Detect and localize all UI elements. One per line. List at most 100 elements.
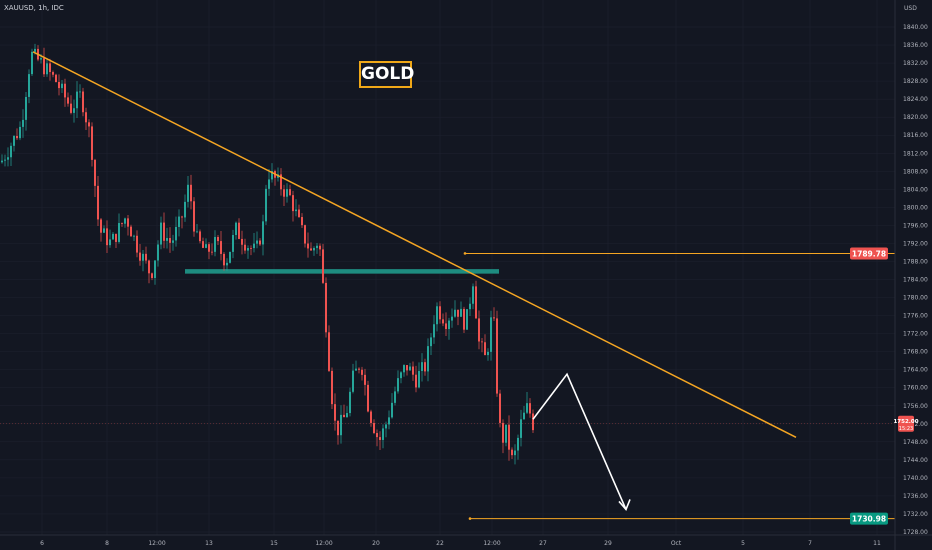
price-tick-label: 1808.00 [903, 168, 928, 175]
candle-body [184, 201, 186, 218]
time-tick-label: 15 [270, 540, 278, 547]
candle-body [253, 243, 255, 249]
candle-body [532, 413, 534, 431]
price-tick-label: 1836.00 [903, 42, 928, 49]
candle-body [262, 221, 264, 245]
candle-body [91, 126, 93, 160]
candle-body [49, 63, 51, 73]
candle-body [415, 374, 417, 388]
candle-body [112, 233, 114, 240]
candle-body [220, 241, 222, 254]
candle-body [445, 323, 447, 330]
candle-body [118, 223, 120, 242]
price-tick-label: 1764.00 [903, 367, 928, 374]
candle-body [316, 245, 318, 249]
candle-body [373, 422, 375, 434]
price-tick-label: 1840.00 [903, 24, 928, 31]
time-tick-label: 5 [741, 540, 745, 547]
candle-body [61, 83, 63, 89]
price-tick-label: 1768.00 [903, 349, 928, 356]
price-tick-label: 1752.00 [903, 421, 928, 428]
candle-body [196, 231, 198, 233]
candle-body [448, 320, 450, 330]
candle-body [526, 403, 528, 413]
price-tick-label: 1760.00 [903, 385, 928, 392]
candle-body [10, 145, 12, 158]
candle-body [325, 282, 327, 333]
candle-body [250, 248, 252, 249]
time-tick-label: 13 [205, 540, 213, 547]
candle-body [172, 240, 174, 243]
candle-body [94, 159, 96, 186]
candle-body [139, 252, 141, 261]
time-tick-label: 27 [539, 540, 547, 547]
candle-body [199, 231, 201, 242]
candle-body [145, 253, 147, 261]
candle-body [475, 286, 477, 319]
candle-body [385, 424, 387, 429]
candle-body [286, 189, 288, 197]
gold-badge: GOLD [359, 61, 414, 88]
candle-body [88, 122, 90, 127]
price-label-box [898, 415, 914, 432]
price-tick-label: 1796.00 [903, 222, 928, 229]
candle-body [379, 437, 381, 440]
symbol-label[interactable]: XAUUSD, 1h, IDC [4, 4, 64, 12]
candle-body [130, 226, 132, 237]
candle-body [499, 393, 501, 423]
candle-body [517, 437, 519, 451]
candle-body [454, 309, 456, 317]
candle-body [472, 286, 474, 304]
candle-body [460, 308, 462, 317]
candle-body [289, 189, 291, 196]
candle-body [304, 225, 306, 244]
candle-body [136, 235, 138, 253]
candle-body [19, 126, 21, 139]
candle-body [163, 222, 165, 241]
candle-body [169, 238, 171, 243]
candle-body [523, 412, 525, 420]
candle-body [364, 374, 366, 385]
candle-body [256, 240, 258, 244]
time-tick-label: 22 [436, 540, 444, 547]
price-tick-label: 1772.00 [903, 331, 928, 338]
candle-body [235, 222, 237, 236]
candle-body [7, 157, 9, 160]
candle-body [409, 366, 411, 371]
candle-body [280, 174, 282, 190]
candle-body [82, 91, 84, 113]
candle-body [106, 228, 108, 246]
price-label-countdown: 15:23 [899, 426, 913, 432]
price-label-text: 1752.00 [893, 419, 918, 425]
candle-body [16, 135, 18, 139]
time-axis: 6 8 12:00 13 15 12:00 20 22 12:00 27 29 Oct 5 7 11 [0, 534, 932, 547]
price-tick-label: 1732.00 [903, 511, 928, 518]
resistance-zone [185, 269, 499, 274]
candle-body [40, 58, 42, 60]
candle-body [238, 222, 240, 239]
time-tick-label: 29 [604, 540, 612, 547]
candle-body [148, 260, 150, 274]
time-tick-label: 6 [40, 540, 44, 547]
candle-body [28, 74, 30, 97]
candle-body [484, 342, 486, 356]
candle-body [442, 319, 444, 324]
candle-body [337, 420, 339, 436]
candle-body [469, 303, 471, 310]
candle-body [412, 366, 414, 375]
candle-body [463, 308, 465, 330]
candle-body [400, 372, 402, 379]
candle-body [205, 244, 207, 248]
candle-body [457, 309, 459, 317]
price-tick-label: 1756.00 [903, 403, 928, 410]
level-anchor [468, 517, 472, 520]
candle-body [76, 91, 78, 109]
candle-body [58, 82, 60, 89]
price-tick-label: 1812.00 [903, 150, 928, 157]
candle-body [268, 179, 270, 189]
candle-body [430, 337, 432, 347]
candle-body [424, 362, 426, 372]
candle-body [31, 51, 33, 75]
candle-body [343, 414, 345, 418]
